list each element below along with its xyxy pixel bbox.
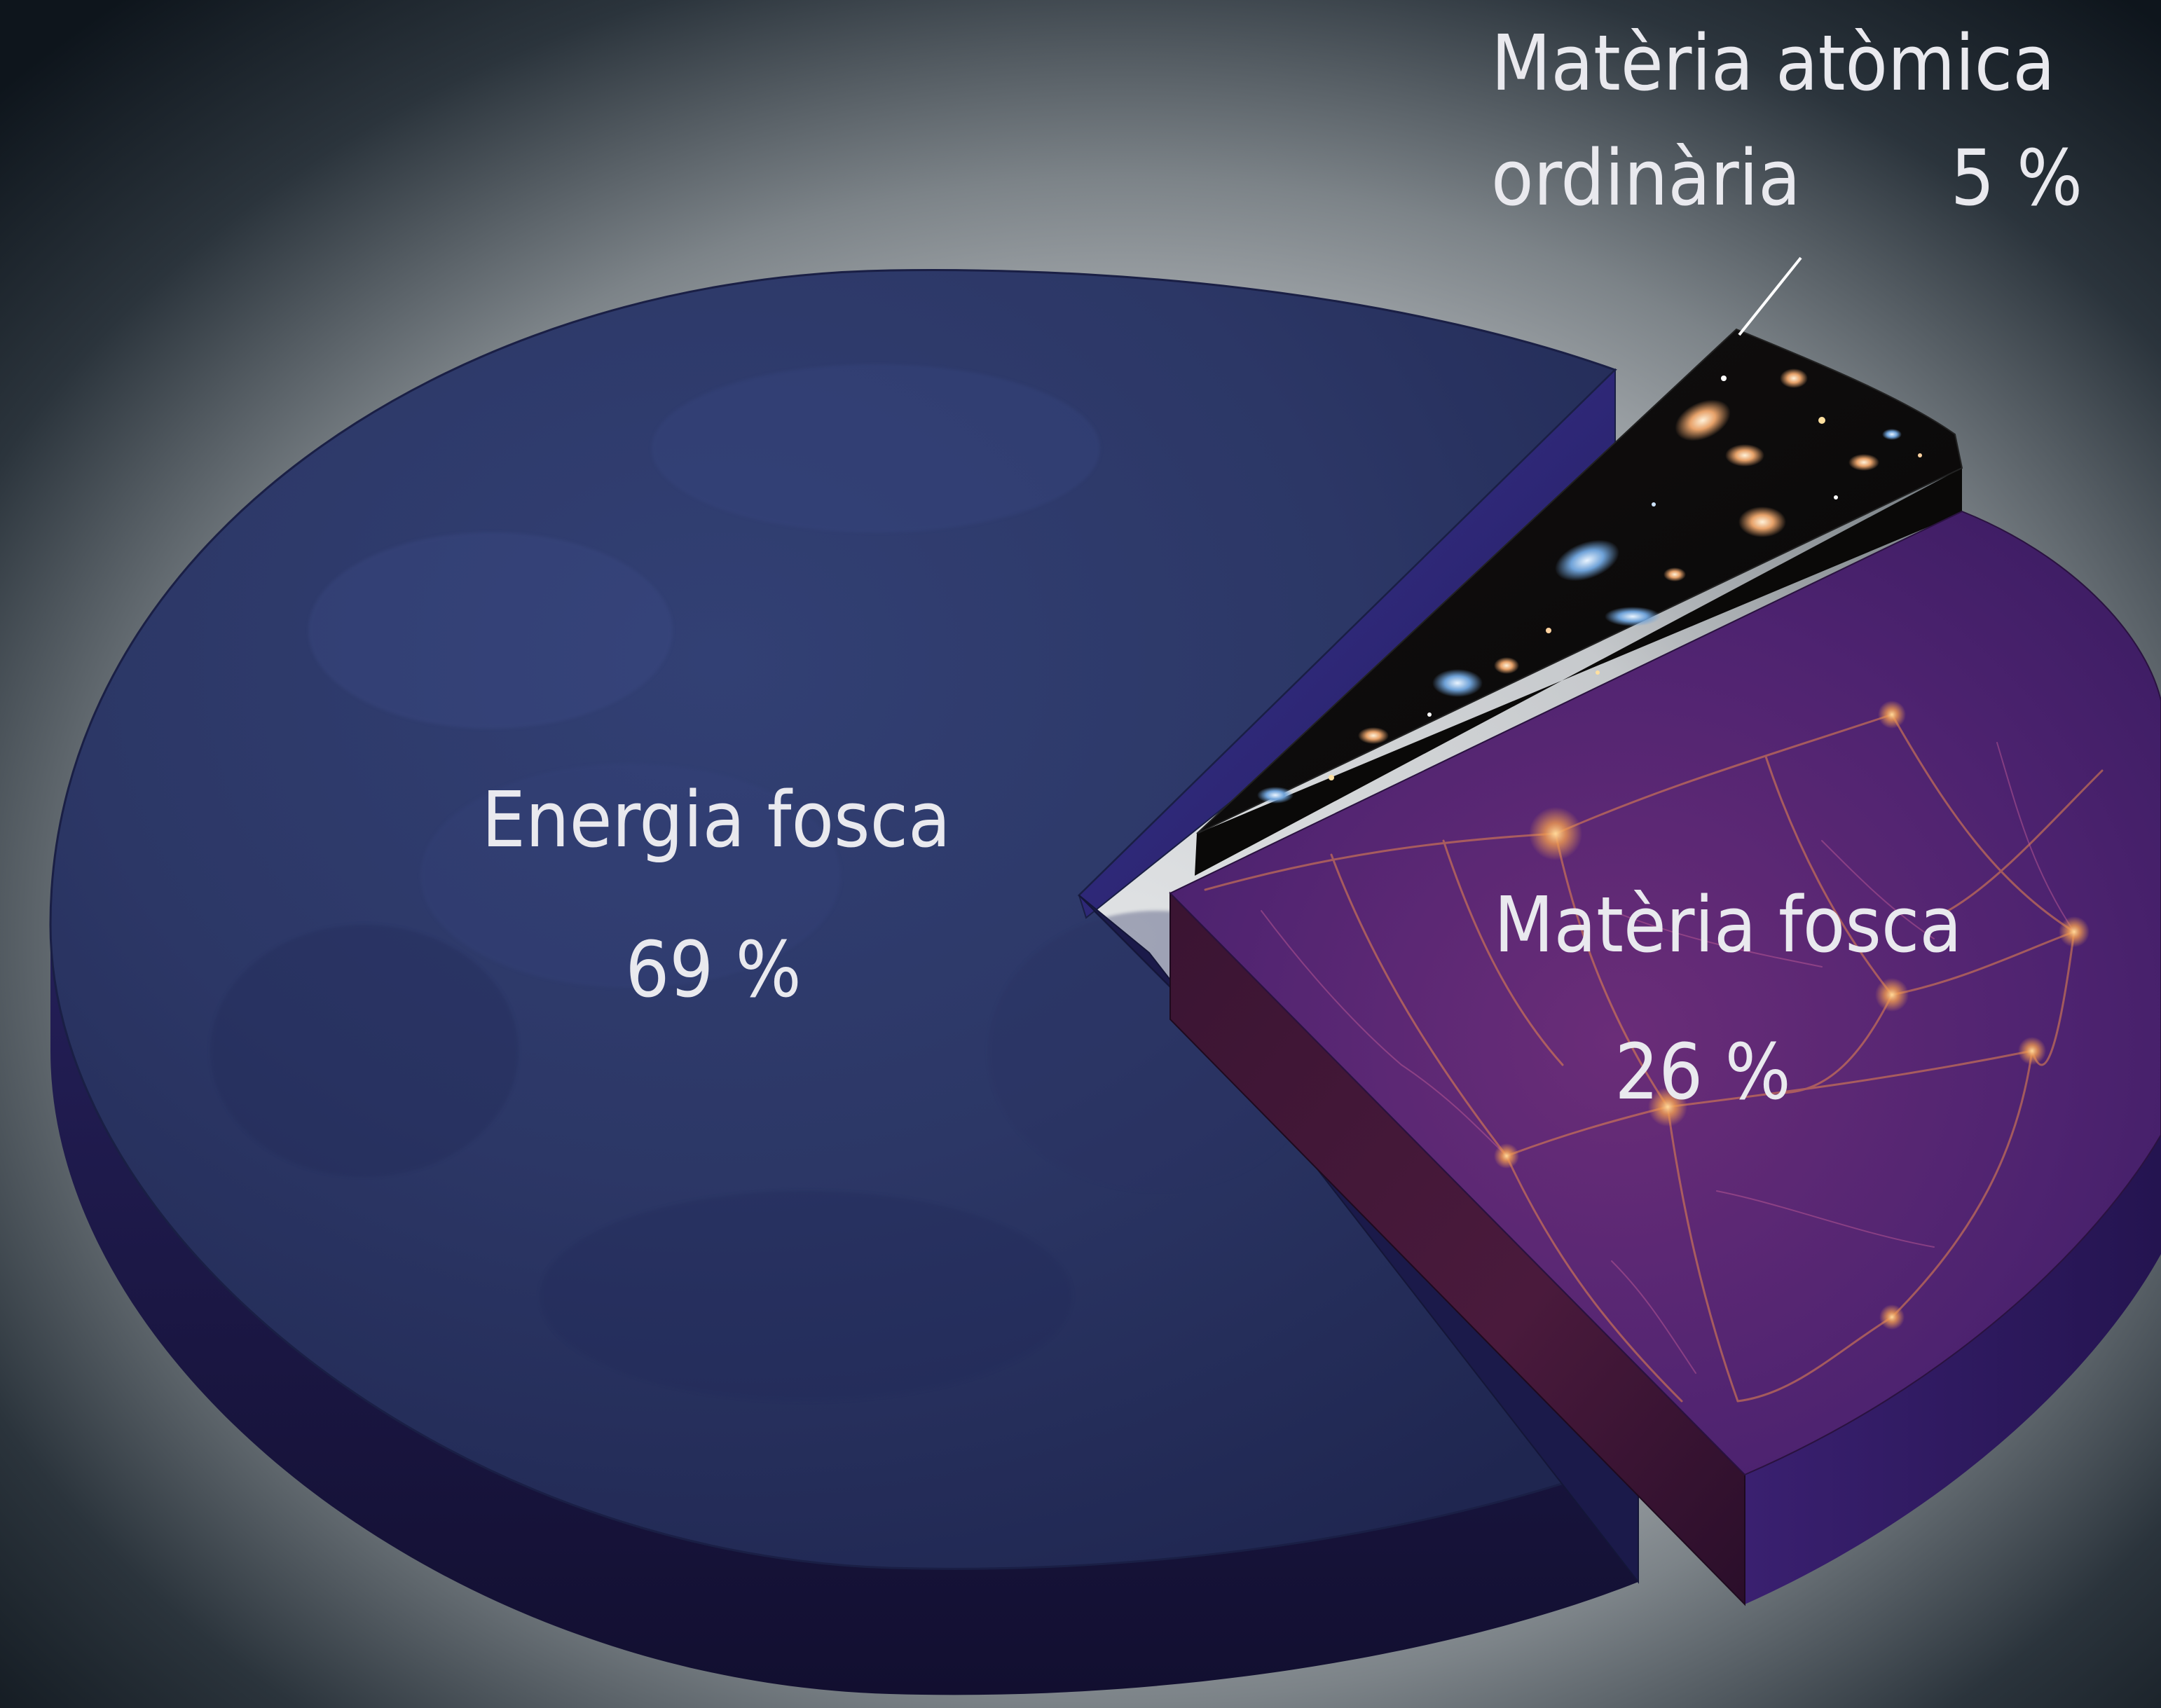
- value-materia-atomica: 5 %: [1951, 133, 2083, 223]
- pie-slice-materia-atomica: [1195, 328, 1963, 876]
- materia-fosca-side: [1745, 1135, 2161, 1604]
- materia-atomica-leader-line: [1738, 256, 1802, 336]
- materia-atomica-top: [1196, 328, 1963, 834]
- label-energia-fosca: Energia fosca: [481, 775, 950, 865]
- galaxy-field-texture: [1257, 369, 1922, 804]
- label-materia-atomica-line1: Matèria atòmica: [1491, 18, 2055, 108]
- label-materia-atomica-line2: ordinària: [1491, 133, 1801, 223]
- pie-slice-materia-fosca: [1169, 510, 2161, 1606]
- materia-atomica-side: [1195, 468, 1962, 876]
- cosmic-web-texture: [1204, 701, 2104, 1403]
- value-energia-fosca: 69 %: [625, 925, 801, 1014]
- label-materia-fosca: Matèria fosca: [1494, 880, 1962, 970]
- value-materia-fosca: 26 %: [1614, 1027, 1790, 1117]
- energia-fosca-side: [50, 925, 1639, 1695]
